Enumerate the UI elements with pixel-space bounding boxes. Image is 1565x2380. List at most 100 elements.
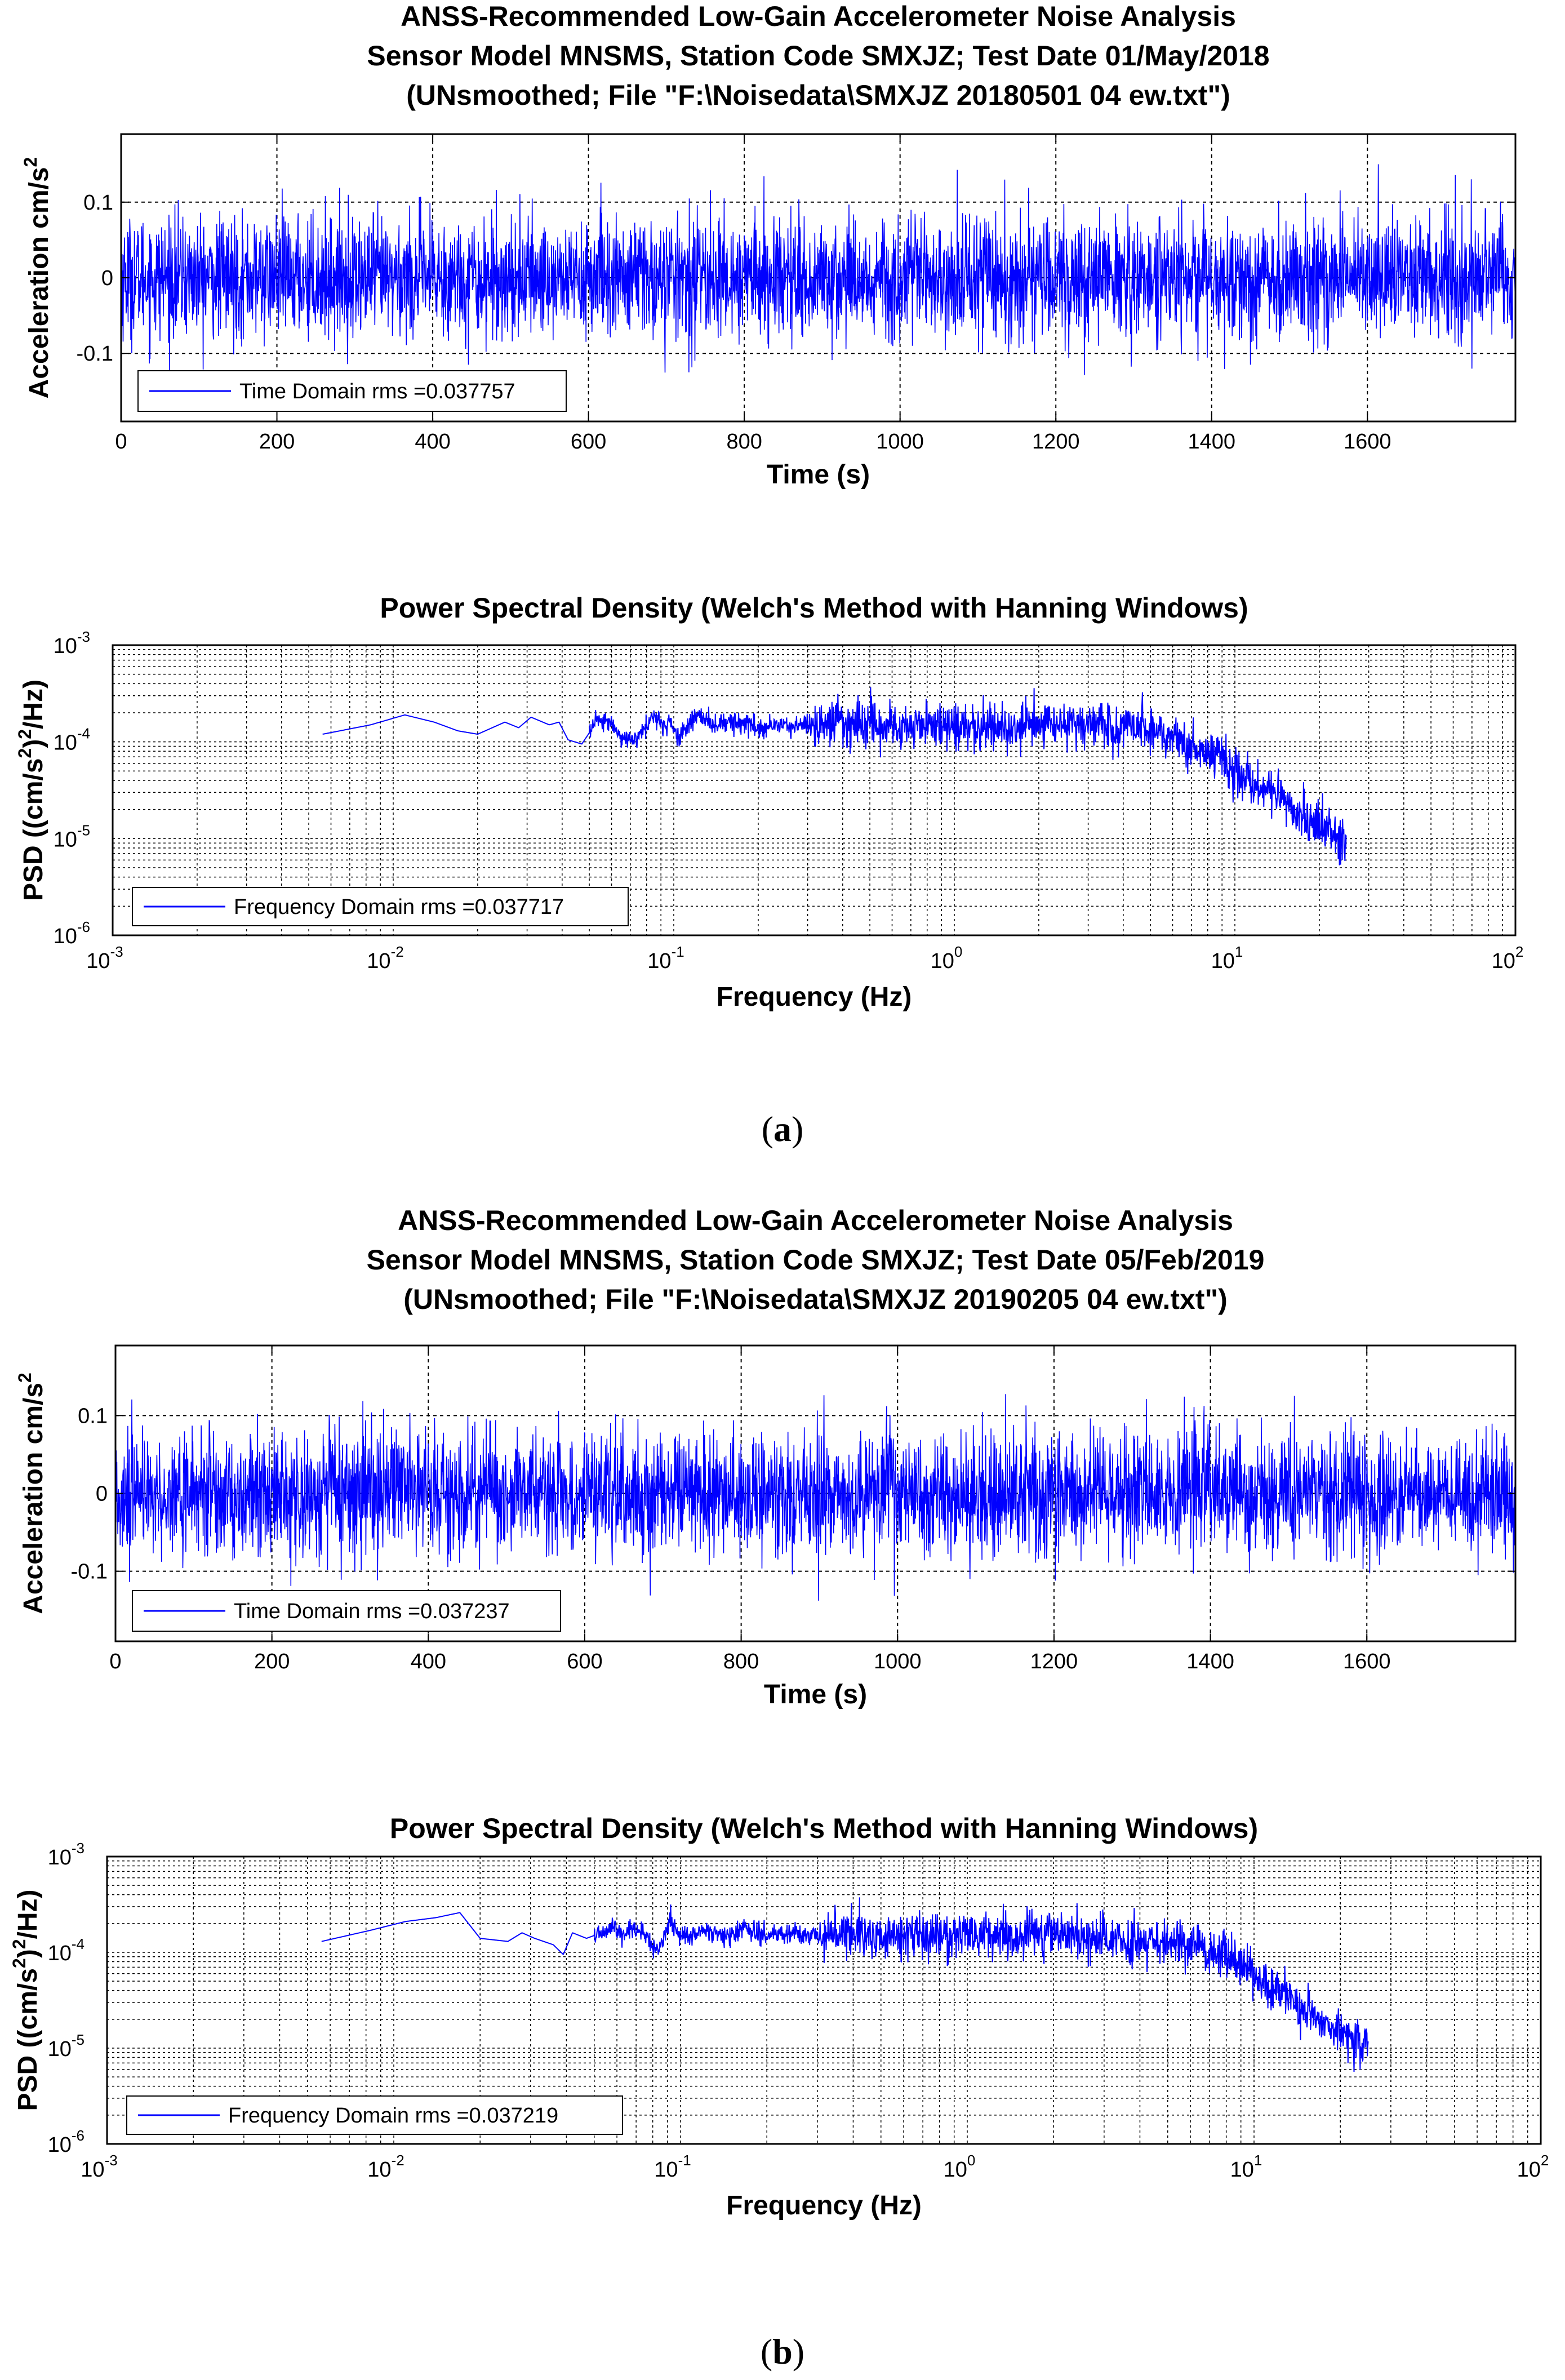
y-axis-label: PSD ((cm/s2)2/Hz) [9,1890,43,2111]
x-axis-label: Frequency (Hz) [717,982,912,1012]
x-tick-base: 10 [931,949,954,973]
x-tick-label: 1600 [1344,430,1391,454]
x-tick-label: 1000 [874,1650,922,1673]
chart-title: (UNsmoothed; File "F:\Noisedata\SMXJZ 20… [403,1284,1228,1315]
y-axis-label-superscript: 2 [20,157,41,167]
x-tick-label: 1400 [1186,1650,1234,1673]
y-tick-label: 10-3 [54,628,90,658]
plot-frame [112,644,1517,936]
y-tick-base: 10 [48,1942,72,1965]
plot-frame [106,1855,1542,2145]
y-tick-exponent: -3 [72,1840,85,1857]
y-axis-label: Acceleration cm/s2 [15,1373,48,1614]
y-tick-base: 10 [54,925,77,948]
chart-title: Power Spectral Density (Welch's Method w… [380,592,1248,624]
y-tick-base: 10 [54,828,77,851]
x-tick-label: 200 [254,1650,290,1673]
x-tick-exponent: 2 [1541,2152,1549,2169]
x-tick-base: 10 [654,2158,678,2182]
x-tick-label: 400 [411,1650,446,1673]
psd-line [322,687,1348,865]
x-tick-exponent: -1 [672,943,684,960]
x-tick-base: 10 [647,949,671,973]
y-tick-base: 10 [48,2133,72,2157]
legend-label: Frequency Domain rms =0.037219 [228,2104,558,2128]
x-tick-exponent: 2 [1515,943,1523,960]
x-tick-label: 400 [415,430,450,454]
psd-line [321,1897,1369,2072]
panel-label-letter: b [772,2332,793,2372]
x-tick-label: 600 [567,1650,602,1673]
y-axis-label: Acceleration cm/s2 [20,157,54,399]
x-tick-label: 10-1 [647,943,684,973]
y-axis-label-superscript: 2 [15,729,35,739]
y-tick-exponent: -5 [72,2031,85,2048]
legend-label: Frequency Domain rms =0.037717 [234,895,564,919]
x-axis-label: Frequency (Hz) [726,2191,922,2221]
chart-title: ANSS-Recommended Low-Gain Accelerometer … [401,1,1236,32]
x-tick-label: 1200 [1032,430,1080,454]
y-tick-label: 0.1 [78,1404,108,1428]
y-tick-label: -0.1 [71,1560,108,1584]
x-tick-exponent: -2 [392,2152,404,2169]
time-series-chart: ANSS-Recommended Low-Gain Accelerometer … [15,1205,1517,1709]
y-axis-label-text: PSD ((cm/s [13,1968,43,2111]
y-tick-label: 0.1 [83,191,113,215]
x-tick-base: 10 [86,949,110,973]
time-series-chart: ANSS-Recommended Low-Gain Accelerometer … [20,1,1517,490]
x-tick-label: 100 [944,2152,976,2182]
y-axis-label-superscript: 2 [15,748,35,758]
y-tick-label: 10-6 [48,2127,85,2157]
y-axis-label-text: Acceleration cm/s [19,1383,48,1614]
chart-title: Sensor Model MNSMS, Station Code SMXJZ; … [367,40,1269,72]
x-tick-base: 10 [1492,949,1515,973]
y-tick-label: 10-5 [54,822,90,851]
chart-title: ANSS-Recommended Low-Gain Accelerometer … [398,1205,1233,1236]
x-tick-label: 1200 [1030,1650,1078,1673]
y-tick-label: 0 [96,1482,108,1506]
y-tick-exponent: -6 [77,918,90,935]
y-tick-base: 10 [48,1846,72,1870]
x-tick-label: 10-1 [654,2152,691,2182]
y-tick-label: 10-4 [54,725,90,755]
y-tick-label: 10-6 [54,918,90,948]
y-tick-label: 0 [101,267,113,290]
y-axis-label-text: ) [13,1949,43,1958]
x-tick-base: 10 [367,949,390,973]
chart-title: Sensor Model MNSMS, Station Code SMXJZ; … [367,1244,1265,1276]
panel-label-paren: ( [762,1109,773,1149]
panel-label-paren: ) [793,2332,804,2372]
x-tick-exponent: -3 [110,943,123,960]
x-tick-label: 10-2 [367,943,403,973]
y-tick-exponent: -3 [77,628,90,645]
y-axis-label-superscript: 2 [15,1373,35,1383]
psd-chart: Power Spectral Density (Welch's Method w… [9,1813,1549,2221]
legend-label: Time Domain rms =0.037237 [234,1600,510,1623]
y-tick-label: -0.1 [77,342,113,366]
legend-box [137,370,567,412]
x-tick-label: 1000 [876,430,924,454]
y-axis-label-text: Acceleration cm/s [24,167,54,398]
chart-title: Power Spectral Density (Welch's Method w… [390,1813,1258,1844]
x-tick-exponent: 1 [1235,943,1243,960]
x-tick-base: 10 [944,2158,967,2182]
legend-label: Time Domain rms =0.037757 [239,380,515,403]
x-tick-label: 101 [1211,943,1243,973]
y-tick-base: 10 [54,731,77,755]
x-tick-label: 800 [726,430,762,454]
y-tick-base: 10 [54,634,77,658]
panel-label-paren: ) [792,1109,803,1149]
y-tick-base: 10 [48,2037,72,2061]
y-axis-label-text: /Hz) [13,1890,43,1939]
y-tick-exponent: -6 [72,2127,85,2144]
y-tick-label: 10-4 [48,1935,85,1965]
y-tick-label: 10-5 [48,2031,85,2061]
panel-label-letter: a [773,1109,792,1149]
x-tick-label: 102 [1517,2152,1549,2182]
x-axis-label: Time (s) [767,460,870,490]
x-tick-label: 101 [1230,2152,1262,2182]
x-tick-label: 0 [115,430,127,454]
panel-label: (b) [761,2332,804,2372]
x-tick-label: 102 [1492,943,1524,973]
